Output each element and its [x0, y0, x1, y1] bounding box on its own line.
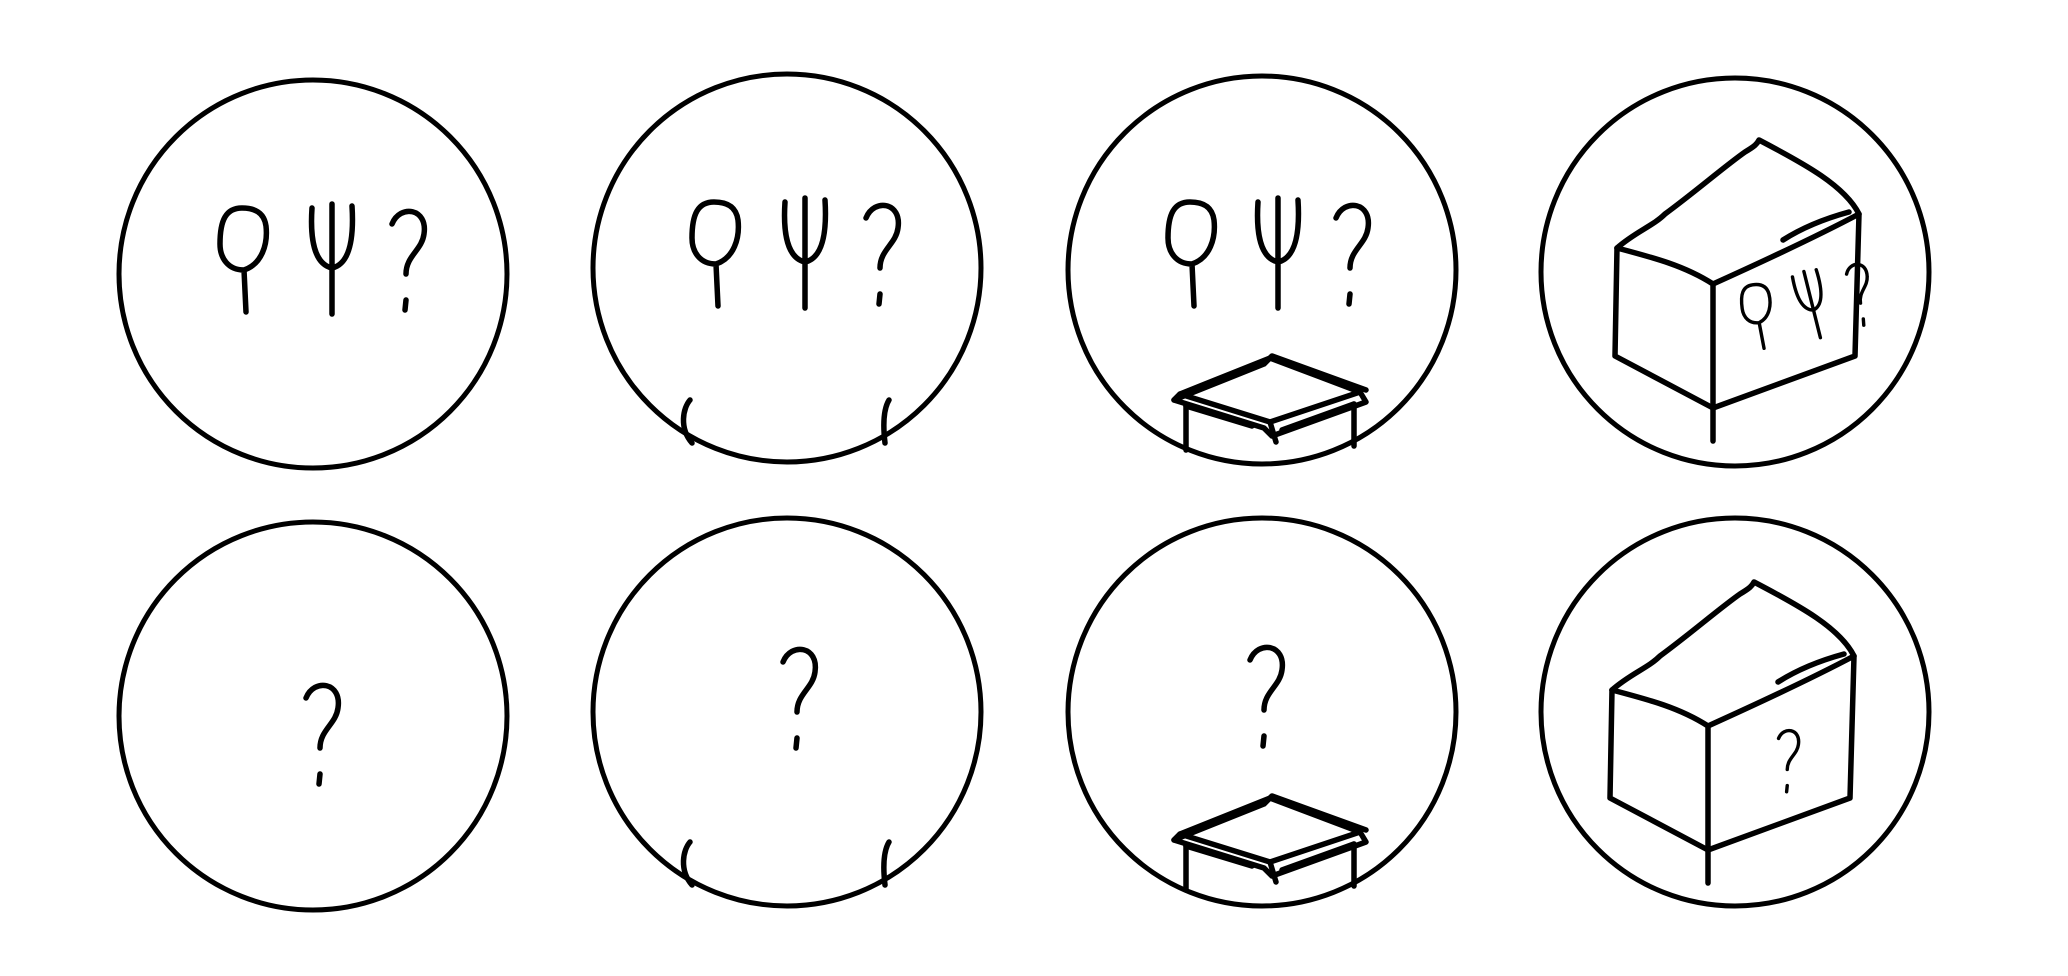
question-glyph [306, 685, 338, 784]
lollipop-glyph [692, 202, 738, 306]
question-glyph [392, 211, 424, 310]
question-glyph [1776, 728, 1801, 794]
panel-r1c2 [590, 71, 984, 465]
panel-r2c3 [1065, 515, 1459, 909]
trident-glyph [1258, 198, 1299, 308]
closed-box [1610, 582, 1854, 883]
open-box [1174, 356, 1366, 450]
panel-r2c4 [1538, 515, 1932, 909]
question-glyph [783, 649, 815, 748]
container-walls [683, 400, 889, 443]
trident-glyph [1789, 266, 1835, 343]
question-glyph [1250, 647, 1282, 746]
lollipop-glyph [1168, 202, 1214, 306]
panel-r1c3 [1065, 73, 1459, 467]
open-box [1174, 796, 1366, 890]
question-glyph [866, 205, 898, 304]
question-glyph [1843, 261, 1878, 329]
panel-r1c1 [116, 77, 510, 471]
container-walls [683, 842, 889, 885]
trident-glyph [785, 198, 826, 308]
question-glyph [1336, 205, 1368, 304]
panel-r1c4 [1538, 75, 1932, 469]
lollipop-glyph [1737, 280, 1779, 353]
panel-r2c1 [116, 519, 510, 913]
trident-glyph [312, 204, 353, 314]
panel-r2c2 [590, 515, 984, 909]
lollipop-glyph [220, 208, 266, 312]
